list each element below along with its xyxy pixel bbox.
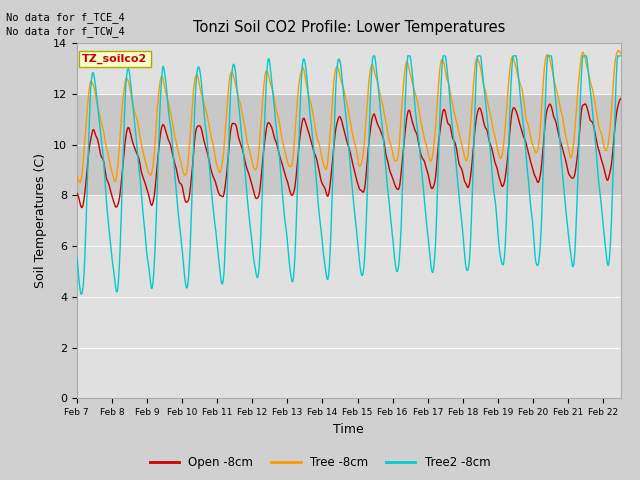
Title: Tonzi Soil CO2 Profile: Lower Temperatures: Tonzi Soil CO2 Profile: Lower Temperatur… <box>193 20 505 35</box>
X-axis label: Time: Time <box>333 423 364 436</box>
Text: No data for f_TCE_4: No data for f_TCE_4 <box>6 12 125 23</box>
Legend: Open -8cm, Tree -8cm, Tree2 -8cm: Open -8cm, Tree -8cm, Tree2 -8cm <box>145 452 495 474</box>
Text: TZ_soilco2: TZ_soilco2 <box>82 54 147 64</box>
Y-axis label: Soil Temperatures (C): Soil Temperatures (C) <box>35 153 47 288</box>
Text: No data for f_TCW_4: No data for f_TCW_4 <box>6 26 125 37</box>
Bar <box>77 94 621 195</box>
